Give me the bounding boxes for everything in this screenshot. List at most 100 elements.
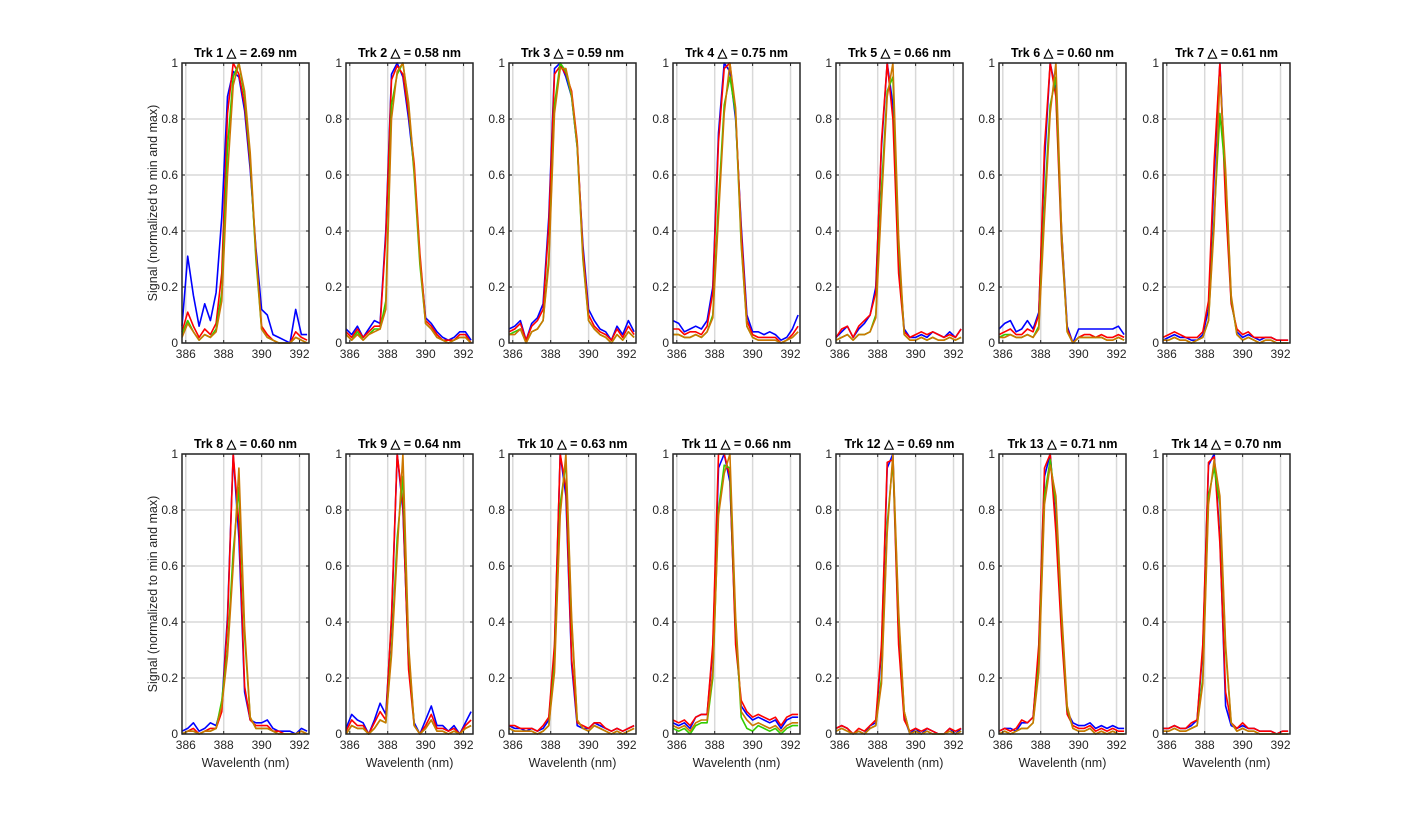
y-tick-label: 0 [1152, 727, 1159, 741]
x-tick-label: 386 [993, 738, 1013, 752]
x-tick-label: 388 [1195, 738, 1215, 752]
x-tick-label: 390 [743, 347, 763, 361]
y-tick-label: 0.6 [652, 168, 669, 182]
x-tick-label: 386 [503, 738, 523, 752]
y-tick-label: 0.4 [652, 615, 669, 629]
subplot-title: Trk 5 △ = 0.66 nm [848, 46, 951, 60]
x-tick-label: 392 [1107, 738, 1127, 752]
y-tick-label: 0.6 [652, 559, 669, 573]
y-tick-label: 0.4 [325, 224, 342, 238]
x-tick-label: 386 [993, 347, 1013, 361]
y-tick-label: 0.2 [488, 671, 505, 685]
y-tick-label: 0.6 [325, 559, 342, 573]
y-tick-label: 0 [335, 336, 342, 350]
series-line-2 [1163, 455, 1289, 735]
y-tick-label: 0.6 [978, 168, 995, 182]
x-tick-label: 390 [743, 738, 763, 752]
subplot-8: 386 388 390 392 0 0.2 0.4 0.6 0.8 1 Trk 8 △ = 0.60… [146, 437, 310, 770]
y-tick-label: 0 [1152, 336, 1159, 350]
x-tick-label: 386 [830, 738, 850, 752]
y-tick-label: 0.8 [488, 503, 505, 517]
subplot-1: 386 388 390 392 0 0.2 0.4 0.6 0.8 1 Trk 1 △ = 2.69… [146, 46, 310, 361]
y-tick-label: 1 [498, 447, 505, 461]
series-line-4 [835, 62, 962, 342]
y-tick-label: 1 [335, 447, 342, 461]
x-tick-label: 392 [781, 347, 801, 361]
x-axis-label: Wavelenth (nm) [1183, 756, 1271, 770]
series-line-4 [673, 62, 799, 344]
y-tick-label: 0.2 [488, 280, 505, 294]
x-tick-label: 388 [214, 347, 234, 361]
y-tick-label: 0.8 [161, 503, 178, 517]
y-tick-label: 0.8 [652, 112, 669, 126]
x-tick-label: 392 [1271, 738, 1291, 752]
series-line-4 [509, 67, 635, 344]
axes-box [508, 453, 637, 735]
y-tick-label: 0.4 [325, 615, 342, 629]
series-line-2 [998, 453, 1125, 733]
series-line-4 [508, 453, 635, 735]
x-tick-label: 390 [579, 738, 599, 752]
y-tick-label: 1 [825, 56, 832, 70]
x-tick-label: 386 [340, 738, 360, 752]
y-tick-label: 1 [988, 447, 995, 461]
x-tick-label: 390 [1233, 347, 1253, 361]
y-tick-label: 0 [171, 727, 178, 741]
series-line-4 [998, 464, 1125, 735]
y-tick-label: 0.6 [978, 559, 995, 573]
y-tick-label: 1 [988, 56, 995, 70]
series-line-2 [835, 62, 962, 339]
y-tick-label: 0.8 [325, 112, 342, 126]
y-tick-label: 0.4 [1142, 615, 1159, 629]
y-tick-label: 1 [335, 56, 342, 70]
x-tick-label: 388 [868, 738, 888, 752]
y-tick-label: 0.4 [488, 615, 505, 629]
subplot-title: Trk 8 △ = 0.60 nm [194, 437, 297, 451]
x-tick-label: 388 [541, 347, 561, 361]
y-tick-label: 0 [988, 727, 995, 741]
y-tick-label: 0.6 [815, 559, 832, 573]
series-line-2 [1162, 62, 1289, 342]
subplot-title: Trk 6 △ = 0.60 nm [1011, 46, 1114, 60]
y-tick-label: 0.8 [488, 112, 505, 126]
subplot-3: 386 388 390 392 0 0.2 0.4 0.6 0.8 1 Trk 3 △ = 0.59… [488, 46, 637, 361]
x-tick-label: 392 [454, 738, 474, 752]
y-tick-label: 1 [825, 447, 832, 461]
y-tick-label: 0.8 [978, 503, 995, 517]
axes-box [998, 453, 1127, 735]
subplot-10: 386 388 390 392 0 0.2 0.4 0.6 0.8 1 Trk 10 △ = 0.6… [488, 437, 637, 770]
subplot-9: 386 388 390 392 0 0.2 0.4 0.6 0.8 1 Trk 9 △ = 0.64… [325, 437, 474, 770]
y-tick-label: 0.6 [488, 559, 505, 573]
axes-box [508, 62, 637, 344]
axes-box [835, 453, 964, 735]
axes-box [345, 453, 474, 735]
y-tick-label: 0.4 [978, 224, 995, 238]
y-tick-label: 0.8 [815, 112, 832, 126]
y-tick-label: 1 [662, 447, 669, 461]
subplot-5: 386 388 390 392 0 0.2 0.4 0.6 0.8 1 Trk 5 △ = 0.66… [815, 46, 964, 361]
x-tick-label: 386 [503, 347, 523, 361]
subplot-title: Trk 2 △ = 0.58 nm [358, 46, 461, 60]
subplot-title: Trk 1 △ = 2.69 nm [194, 46, 297, 60]
y-tick-label: 0 [498, 727, 505, 741]
x-tick-label: 386 [667, 738, 687, 752]
subplot-title: Trk 11 △ = 0.66 nm [682, 437, 791, 451]
axes-box [181, 62, 310, 344]
series-line-4 [345, 453, 472, 735]
x-tick-label: 390 [906, 347, 926, 361]
y-tick-label: 0.8 [325, 503, 342, 517]
y-tick-label: 1 [1152, 56, 1159, 70]
x-tick-label: 392 [1107, 347, 1127, 361]
y-tick-label: 0.4 [161, 224, 178, 238]
y-tick-label: 1 [171, 447, 178, 461]
y-tick-label: 0.2 [815, 280, 832, 294]
y-tick-label: 0.6 [161, 168, 178, 182]
y-tick-label: 0.2 [652, 671, 669, 685]
y-tick-label: 0.8 [1142, 112, 1159, 126]
y-tick-label: 0.6 [488, 168, 505, 182]
y-tick-label: 0.2 [652, 280, 669, 294]
x-tick-label: 392 [781, 738, 801, 752]
x-tick-label: 388 [214, 738, 234, 752]
x-tick-label: 390 [1233, 738, 1253, 752]
